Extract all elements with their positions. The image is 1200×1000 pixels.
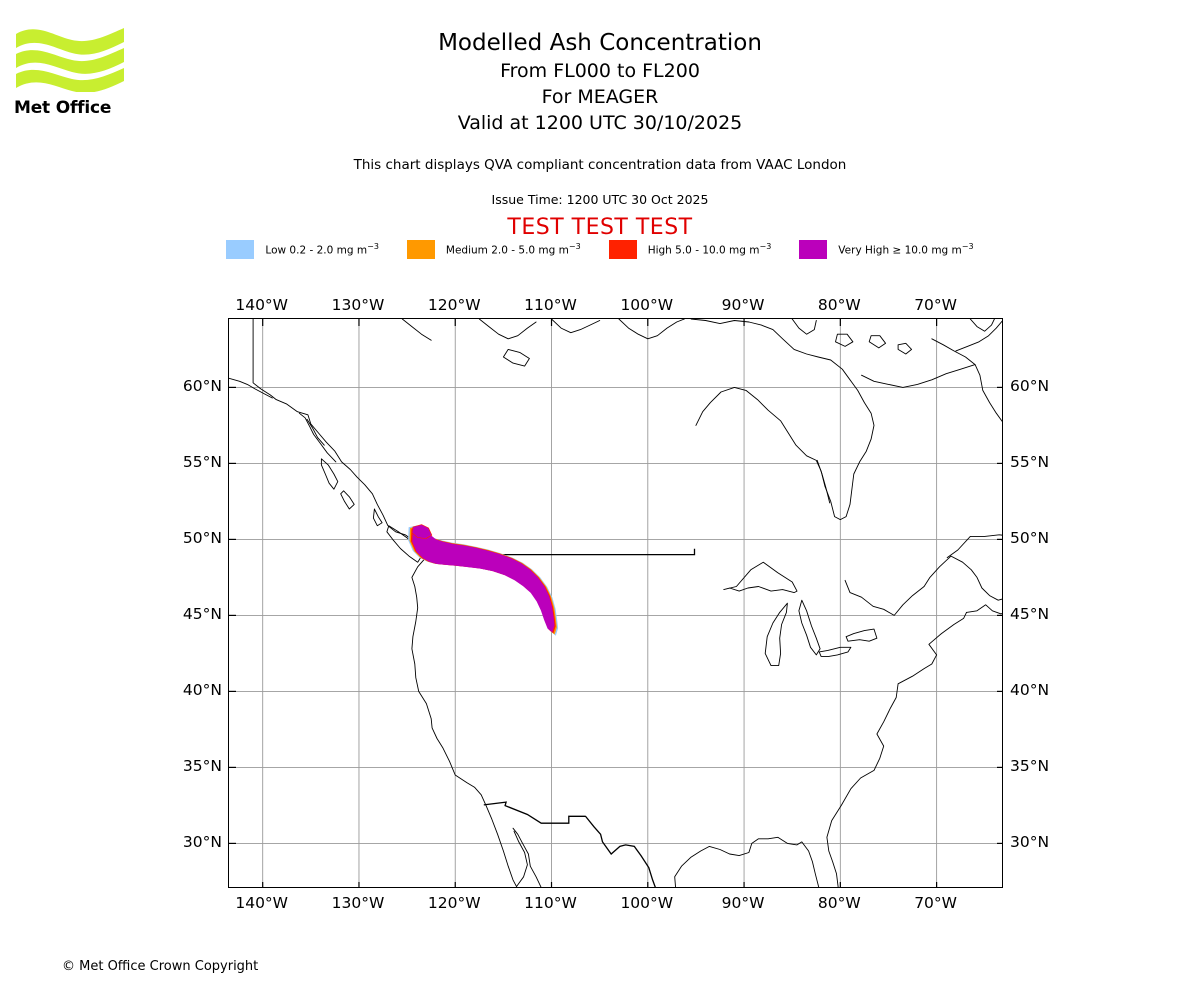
legend-item-low: Low 0.2 - 2.0 mg m−3 — [226, 240, 378, 259]
lon-tick-label: 130°W — [332, 296, 385, 314]
lon-tick-label: 110°W — [524, 894, 577, 912]
lat-tick-label: 35°N — [1010, 757, 1049, 775]
political-borders — [424, 549, 695, 888]
map-frame — [228, 318, 1003, 888]
issue-time: Issue Time: 1200 UTC 30 Oct 2025 — [0, 192, 1200, 207]
valid-time: Valid at 1200 UTC 30/10/2025 — [0, 110, 1200, 136]
chart-title-block: Modelled Ash Concentration From FL000 to… — [0, 28, 1200, 136]
map-canvas — [229, 319, 1003, 888]
test-banner: TEST TEST TEST — [0, 215, 1200, 240]
ash-plume — [409, 525, 558, 635]
lon-tick-label: 70°W — [914, 296, 957, 314]
latitude-axis-right: 60°N 55°N 50°N 45°N 40°N 35°N 30°N — [1010, 318, 1070, 888]
flight-level-range: From FL000 to FL200 — [0, 58, 1200, 84]
map-gridlines — [229, 319, 1003, 888]
lon-tick-label: 70°W — [914, 894, 957, 912]
lat-tick-label: 45°N — [183, 605, 222, 623]
coastlines — [229, 319, 1003, 888]
legend-item-high: High 5.0 - 10.0 mg m−3 — [609, 240, 772, 259]
lon-tick-label: 120°W — [428, 296, 481, 314]
longitude-axis-bottom: 140°W 130°W 120°W 110°W 100°W 90°W 80°W 70°W — [228, 892, 1003, 916]
map-panel[interactable] — [228, 318, 1003, 888]
lon-tick-label: 80°W — [818, 296, 861, 314]
lon-tick-label: 100°W — [620, 296, 673, 314]
lat-tick-label: 40°N — [1010, 681, 1049, 699]
legend-swatch-very-high — [799, 240, 827, 259]
lon-tick-label: 140°W — [235, 894, 288, 912]
lat-tick-label: 60°N — [1010, 377, 1049, 395]
page-title: Modelled Ash Concentration — [0, 28, 1200, 58]
legend-label-medium: Medium 2.0 - 5.0 mg m−3 — [446, 242, 581, 257]
lon-tick-label: 90°W — [722, 296, 765, 314]
lon-tick-label: 90°W — [722, 894, 765, 912]
lat-tick-label: 30°N — [183, 833, 222, 851]
concentration-legend: Low 0.2 - 2.0 mg m−3 Medium 2.0 - 5.0 mg… — [0, 240, 1200, 259]
legend-label-low: Low 0.2 - 2.0 mg m−3 — [265, 242, 378, 257]
lat-tick-label: 55°N — [183, 453, 222, 471]
legend-swatch-high — [609, 240, 637, 259]
longitude-axis-top: 140°W 130°W 120°W 110°W 100°W 90°W 80°W 70°W — [228, 292, 1003, 314]
lat-tick-label: 30°N — [1010, 833, 1049, 851]
lat-tick-label: 45°N — [1010, 605, 1049, 623]
lon-tick-label: 130°W — [332, 894, 385, 912]
lat-tick-label: 40°N — [183, 681, 222, 699]
lat-tick-label: 35°N — [183, 757, 222, 775]
latitude-axis-left: 60°N 55°N 50°N 45°N 40°N 35°N 30°N — [170, 318, 222, 888]
legend-label-very-high: Very High ≥ 10.0 mg m−3 — [838, 242, 973, 257]
lon-tick-label: 110°W — [524, 296, 577, 314]
lat-tick-label: 60°N — [183, 377, 222, 395]
lon-tick-label: 80°W — [818, 894, 861, 912]
legend-item-medium: Medium 2.0 - 5.0 mg m−3 — [407, 240, 581, 259]
lat-tick-label: 50°N — [183, 529, 222, 547]
volcano-name: For MEAGER — [0, 84, 1200, 110]
copyright-footer: © Met Office Crown Copyright — [62, 959, 258, 974]
lon-tick-label: 100°W — [620, 894, 673, 912]
legend-swatch-low — [226, 240, 254, 259]
lat-tick-label: 55°N — [1010, 453, 1049, 471]
legend-item-very-high: Very High ≥ 10.0 mg m−3 — [799, 240, 973, 259]
lat-tick-label: 50°N — [1010, 529, 1049, 547]
chart-subtitle: This chart displays QVA compliant concen… — [0, 157, 1200, 173]
lon-tick-label: 120°W — [428, 894, 481, 912]
lon-tick-label: 140°W — [235, 296, 288, 314]
legend-label-high: High 5.0 - 10.0 mg m−3 — [648, 242, 772, 257]
legend-swatch-medium — [407, 240, 435, 259]
